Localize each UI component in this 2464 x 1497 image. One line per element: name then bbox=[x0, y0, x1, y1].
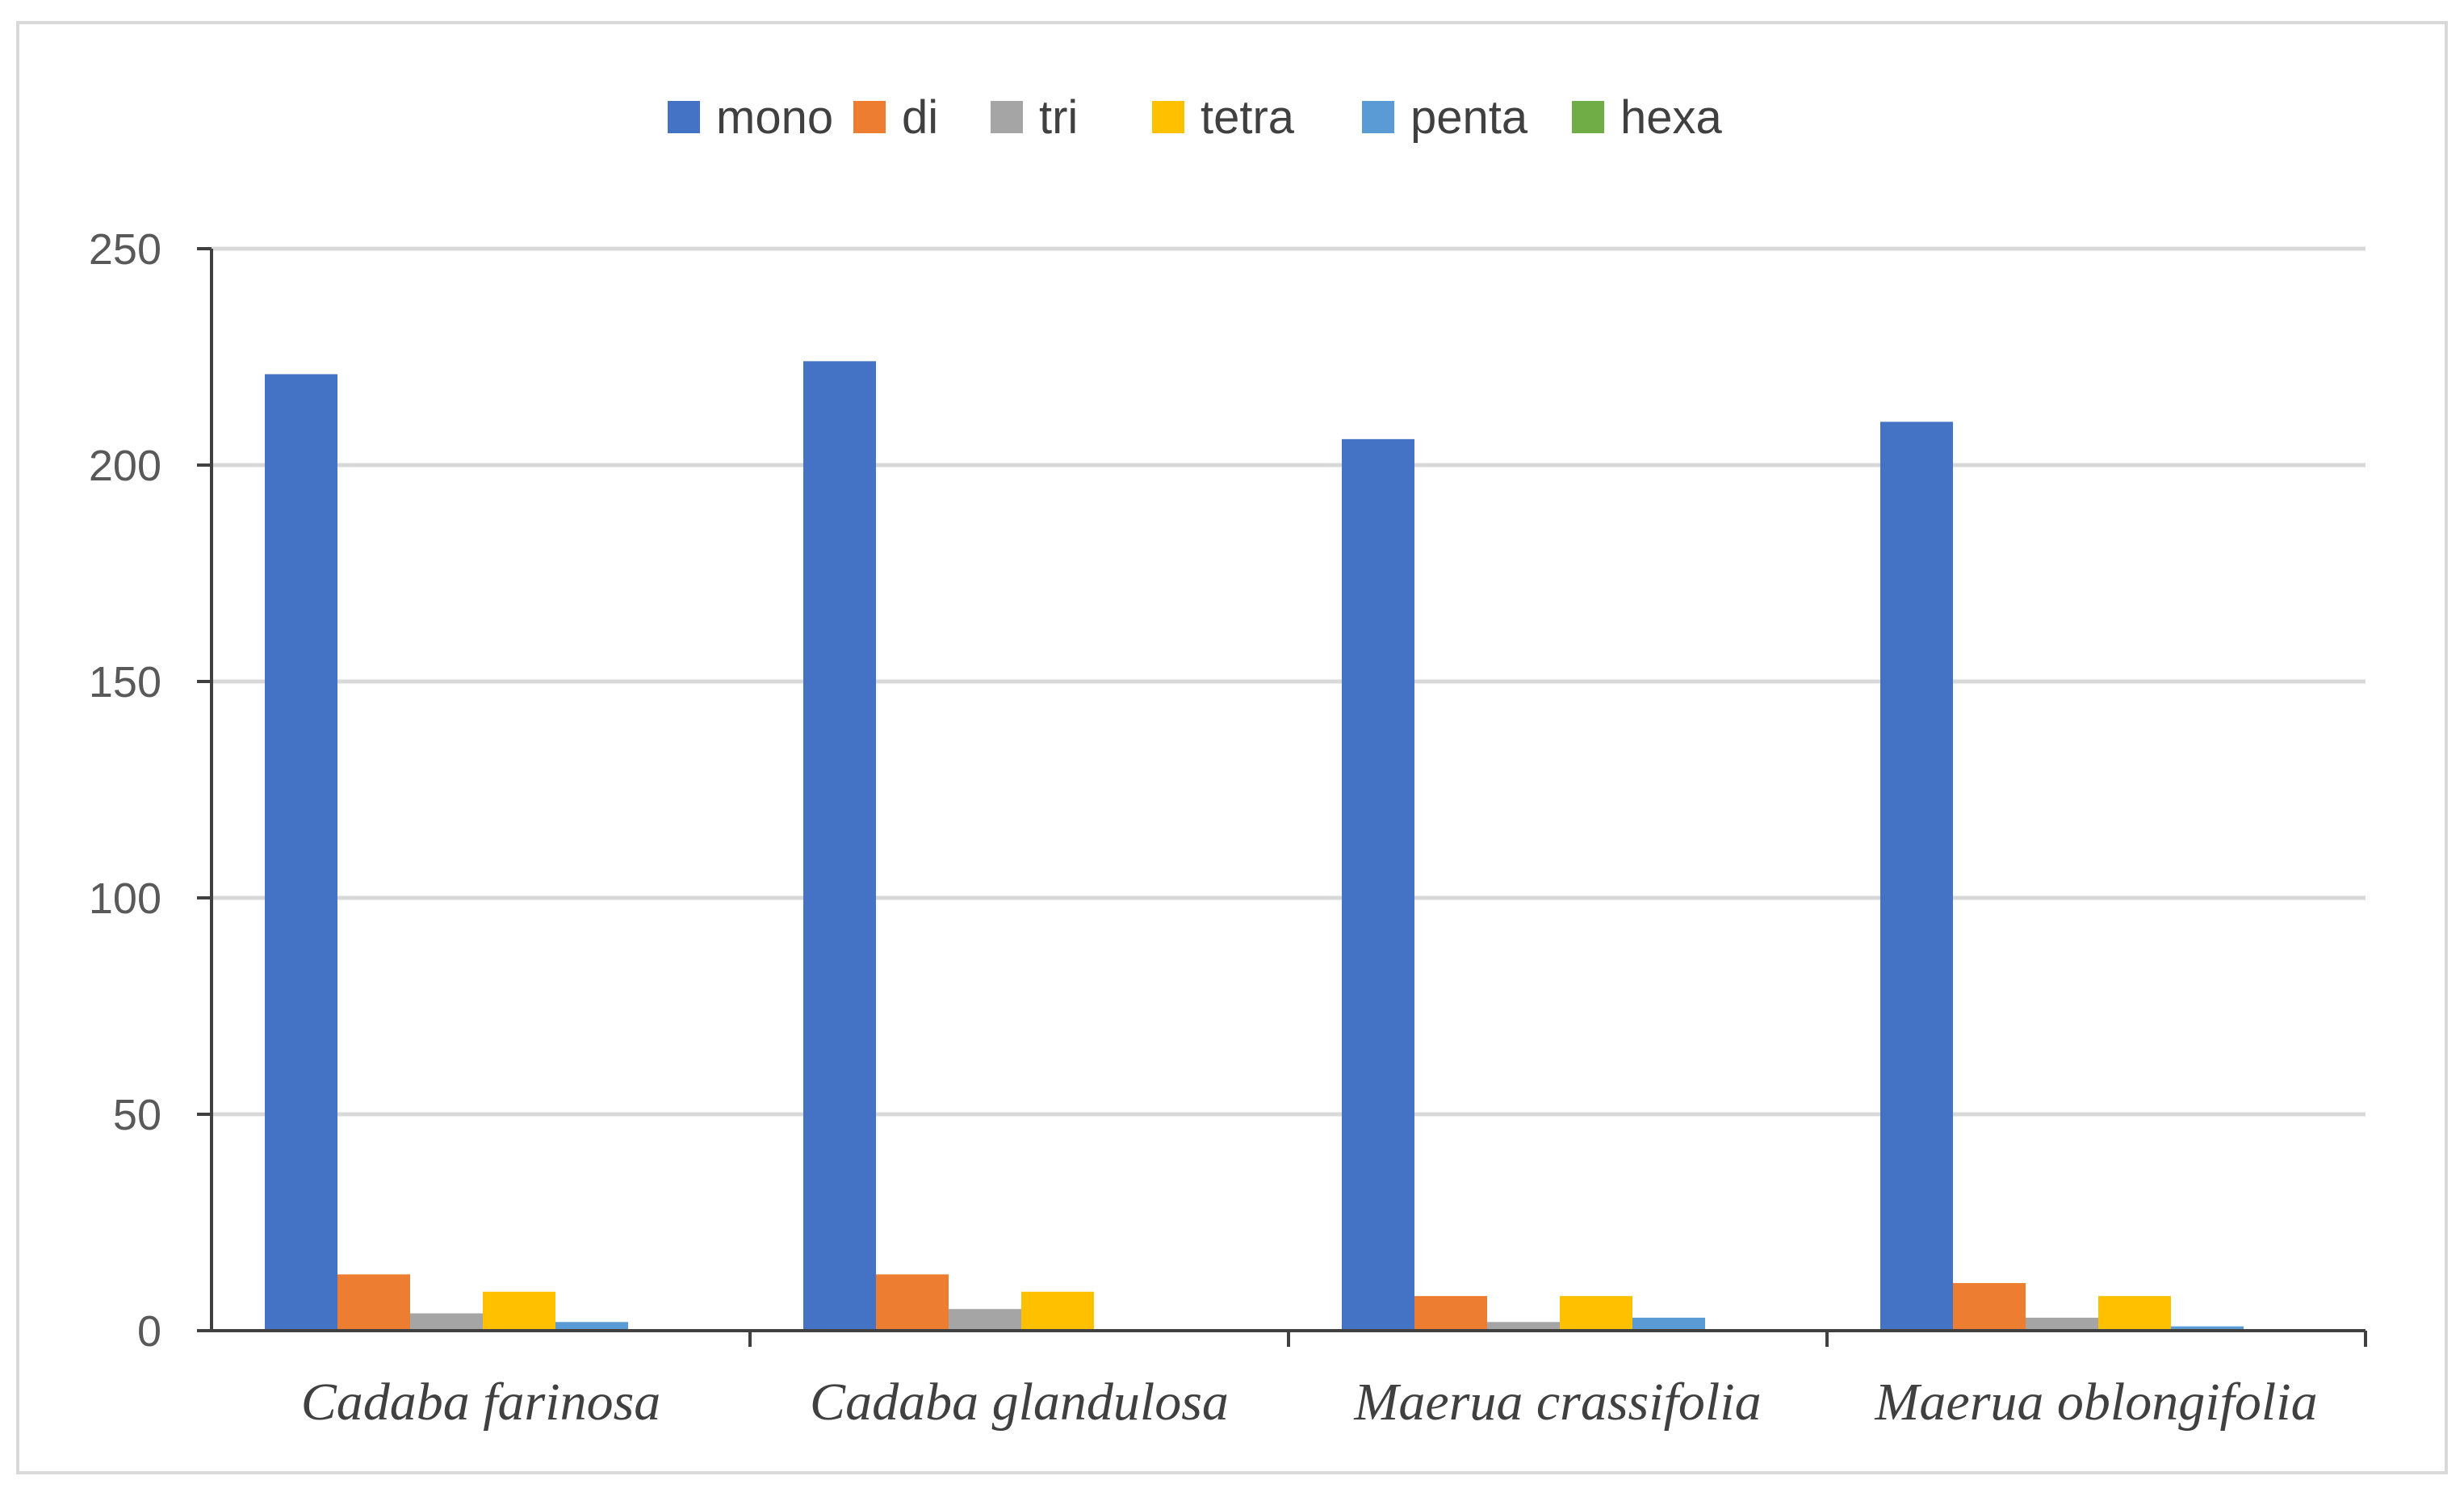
legend-label-penta: penta bbox=[1410, 91, 1528, 144]
bar-di bbox=[1414, 1296, 1487, 1331]
bar-tetra bbox=[1021, 1291, 1094, 1331]
legend-label-tetra: tetra bbox=[1201, 91, 1295, 144]
bar-mono bbox=[265, 374, 337, 1331]
legend-swatch-tri bbox=[991, 101, 1023, 133]
axes bbox=[210, 249, 2367, 1347]
bar-tri bbox=[949, 1309, 1021, 1331]
bar-di bbox=[876, 1274, 949, 1331]
bar-tri bbox=[410, 1313, 483, 1331]
x-category-label: Cadaba farinosa bbox=[301, 1373, 661, 1432]
bar-di bbox=[337, 1274, 410, 1331]
legend-swatch-tetra bbox=[1152, 101, 1184, 133]
legend-label-hexa: hexa bbox=[1620, 91, 1723, 144]
x-category-label: Maerua crassifolia bbox=[1353, 1373, 1761, 1432]
y-tick-label: 0 bbox=[137, 1307, 161, 1356]
y-tick-label: 50 bbox=[113, 1091, 161, 1139]
legend-label-mono: mono bbox=[716, 91, 833, 144]
y-tick-label: 200 bbox=[89, 442, 161, 490]
y-axis-ticks: 0 50 100 150 200 250 bbox=[89, 225, 212, 1356]
gridlines bbox=[212, 246, 2366, 1117]
x-category-label: Cadaba glandulosa bbox=[810, 1373, 1229, 1432]
bar-penta bbox=[1632, 1317, 1705, 1331]
bar-di bbox=[1953, 1283, 2026, 1331]
bar-penta bbox=[2171, 1326, 2244, 1331]
chart-frame bbox=[16, 21, 2448, 1474]
legend: mono di tri tetra penta hexa bbox=[668, 91, 1723, 144]
y-tick-label: 150 bbox=[89, 658, 161, 707]
legend-swatch-hexa bbox=[1572, 101, 1604, 133]
x-axis-labels: Cadaba farinosa Cadaba glandulosa Maerua c… bbox=[301, 1373, 2318, 1432]
y-tick-label: 100 bbox=[89, 874, 161, 923]
bar-tri bbox=[2026, 1317, 2098, 1331]
legend-swatch-penta bbox=[1362, 101, 1394, 133]
bar-penta bbox=[555, 1322, 628, 1331]
legend-swatch-mono bbox=[668, 101, 700, 133]
y-tick-label: 250 bbox=[89, 225, 161, 274]
bar-tetra bbox=[483, 1291, 555, 1331]
bar-tetra bbox=[2098, 1296, 2171, 1331]
legend-swatch-di bbox=[853, 101, 886, 133]
bar-tetra bbox=[1560, 1296, 1632, 1331]
bar-mono bbox=[803, 361, 876, 1331]
bar-mono bbox=[1342, 438, 1414, 1331]
legend-label-di: di bbox=[902, 91, 938, 144]
bars bbox=[265, 361, 2244, 1331]
bar-tri bbox=[1487, 1322, 1560, 1331]
x-category-label: Maerua oblongifolia bbox=[1874, 1373, 2317, 1432]
bar-mono bbox=[1880, 421, 1953, 1331]
legend-label-tri: tri bbox=[1039, 91, 1078, 144]
